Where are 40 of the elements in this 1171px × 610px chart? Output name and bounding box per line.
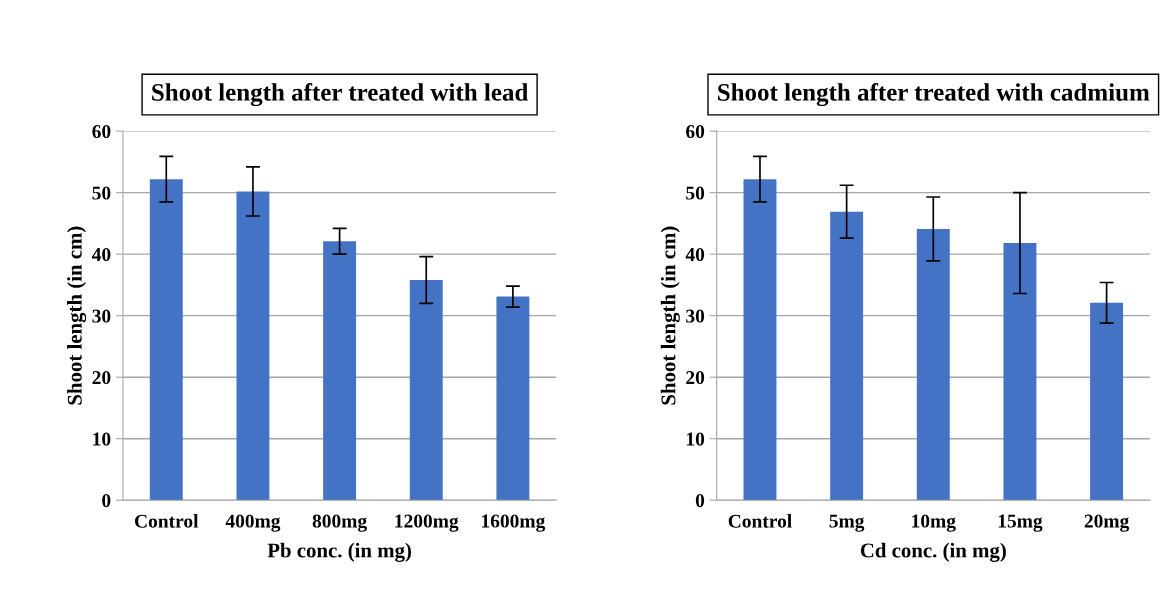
y-tick-label: 0 <box>695 494 705 508</box>
bar <box>1003 243 1037 501</box>
y-tick-label: 40 <box>91 247 111 262</box>
y-axis-title: Shoot length (in cm) <box>67 226 87 405</box>
x-tick-label: 1600mg <box>482 514 546 532</box>
y-tick-label: 50 <box>686 186 705 200</box>
bar <box>149 179 183 501</box>
x-tick-label: 1200mg <box>395 514 459 532</box>
bar <box>496 296 530 501</box>
y-tick-label: 20 <box>92 371 111 385</box>
bar <box>916 228 950 501</box>
y-tick-label: 0 <box>102 494 111 508</box>
y-tick-label: 20 <box>686 371 705 385</box>
bar <box>830 211 864 501</box>
y-tick-label: 60 <box>92 124 111 139</box>
bar <box>1090 302 1124 501</box>
y-tick-label: 50 <box>92 186 111 200</box>
bar <box>236 191 270 501</box>
x-tick-label: 20mg <box>1084 514 1130 532</box>
bar <box>743 179 777 501</box>
y-tick-label: 10 <box>686 432 705 446</box>
y-tick-label: 10 <box>93 432 111 446</box>
x-tick-label: 10mg <box>912 514 956 532</box>
x-tick-label: Control <box>728 514 792 528</box>
y-tick-label: 30 <box>686 309 705 323</box>
x-tick-label: 400mg <box>225 514 281 532</box>
x-tick-label: 5mg <box>829 514 865 532</box>
y-tick-label: 30 <box>92 309 111 323</box>
chart-title: Shoot length after treated with lead <box>152 82 529 107</box>
y-tick-label: 60 <box>686 124 705 139</box>
bar <box>323 241 357 501</box>
x-tick-label: 15mg <box>998 514 1043 532</box>
x-tick-label: Control <box>135 514 199 528</box>
x-axis-title: Pb conc. (in mg) <box>267 542 412 562</box>
y-tick-label: 40 <box>685 247 705 262</box>
x-tick-label: 800mg <box>312 514 367 532</box>
bar <box>409 280 443 501</box>
y-axis-title: Shoot length (in cm) <box>660 226 680 405</box>
x-axis-title: Cd conc. (in mg) <box>860 542 1006 562</box>
chart-title: Shoot length after treated with cadmium <box>718 82 1150 107</box>
